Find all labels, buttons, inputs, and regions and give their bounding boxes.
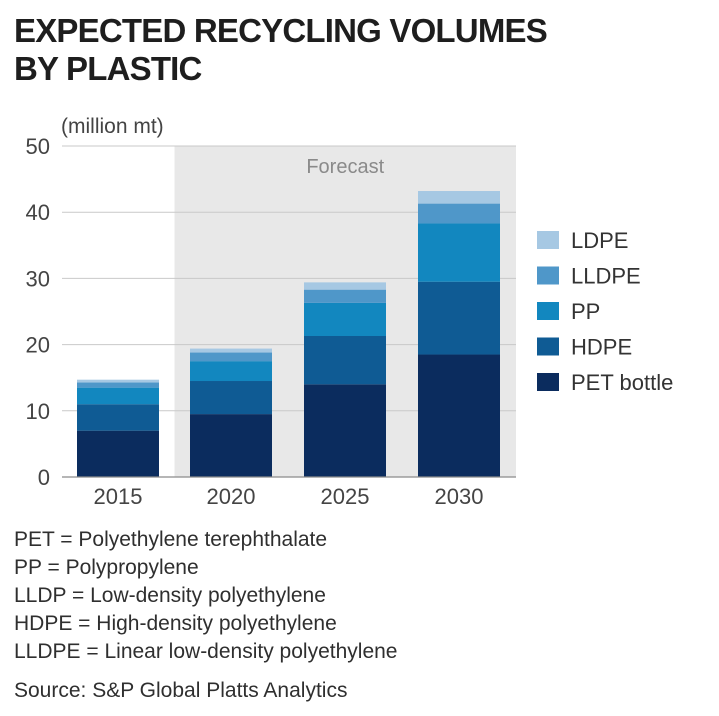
bar-segment-lldpe <box>190 352 272 362</box>
bar-segment-hdpe <box>190 381 272 415</box>
note-pet: PET = Polyethylene terephthalate <box>14 528 328 551</box>
unit-label: (million mt) <box>61 115 164 138</box>
y-tick-label: 50 <box>26 134 50 159</box>
legend-label: PP <box>571 299 600 324</box>
bar-segment-ldpe <box>304 282 386 290</box>
bar-stack-2030 <box>418 191 500 477</box>
x-tick-label: 2030 <box>435 484 484 509</box>
chart-title-line-2: BY PLASTIC <box>14 50 202 87</box>
bars <box>77 191 500 477</box>
bar-segment-pet-bottle <box>418 354 500 477</box>
legend-swatch <box>537 302 559 320</box>
legend-swatch <box>537 373 559 391</box>
legend-swatch <box>537 337 559 356</box>
bar-stack-2015 <box>77 379 159 477</box>
abbreviation-notes: PET = Polyethylene terephthalate PP = Po… <box>14 526 397 666</box>
bar-segment-hdpe <box>304 335 386 385</box>
bar-segment-lldpe <box>418 203 500 224</box>
forecast-label: Forecast <box>306 156 384 178</box>
legend-label: HDPE <box>571 335 632 360</box>
note-lldpe: LLDPE = Linear low-density polyethylene <box>14 640 398 663</box>
y-tick-label: 10 <box>26 399 50 424</box>
x-tick-label: 2025 <box>321 484 370 509</box>
note-lldp: LLDP = Low-density polyethylene <box>14 584 326 607</box>
legend-swatch <box>537 231 559 249</box>
legend-label: LLDPE <box>571 264 641 289</box>
bar-segment-hdpe <box>77 404 159 431</box>
y-tick-label: 20 <box>26 333 50 358</box>
note-hdpe: HDPE = High-density polyethylene <box>14 612 337 635</box>
bar-segment-pp <box>304 302 386 336</box>
legend-label: LDPE <box>571 228 628 253</box>
legend-label: PET bottle <box>571 370 673 395</box>
bar-stack-2020 <box>190 348 272 477</box>
bar-segment-pp <box>418 223 500 282</box>
bar-segment-pp <box>77 387 159 405</box>
bar-segment-lldpe <box>304 289 386 303</box>
bar-segment-lldpe <box>77 382 159 388</box>
y-tick-label: 30 <box>26 266 50 291</box>
chart-title-line-1: EXPECTED RECYCLING VOLUMES <box>14 12 548 49</box>
bar-segment-hdpe <box>418 281 500 355</box>
x-tick-label: 2020 <box>207 484 256 509</box>
bar-segment-pet-bottle <box>77 430 159 477</box>
chart-title: EXPECTED RECYCLING VOLUMES BY PLASTIC <box>14 12 704 88</box>
bar-segment-pet-bottle <box>304 384 386 477</box>
bar-stack-2025 <box>304 282 386 477</box>
x-tick-label: 2015 <box>94 484 143 509</box>
bar-segment-ldpe <box>77 379 159 383</box>
bar-segment-ldpe <box>418 191 500 204</box>
legend-swatch <box>537 266 559 285</box>
y-axis-tick-labels: 0 10 20 30 40 50 <box>26 134 50 490</box>
y-tick-label: 40 <box>26 200 50 225</box>
source-note: Source: S&P Global Platts Analytics <box>14 679 348 702</box>
x-axis-tick-labels: 2015 2020 2025 2030 <box>94 484 484 509</box>
bar-segment-ldpe <box>190 348 272 353</box>
y-tick-label: 0 <box>38 465 50 490</box>
note-pp: PP = Polypropylene <box>14 556 199 579</box>
legend: LDPE LLDPE PP HDPE PET bottle <box>537 228 673 395</box>
bar-segment-pet-bottle <box>190 414 272 477</box>
bar-segment-pp <box>190 361 272 382</box>
